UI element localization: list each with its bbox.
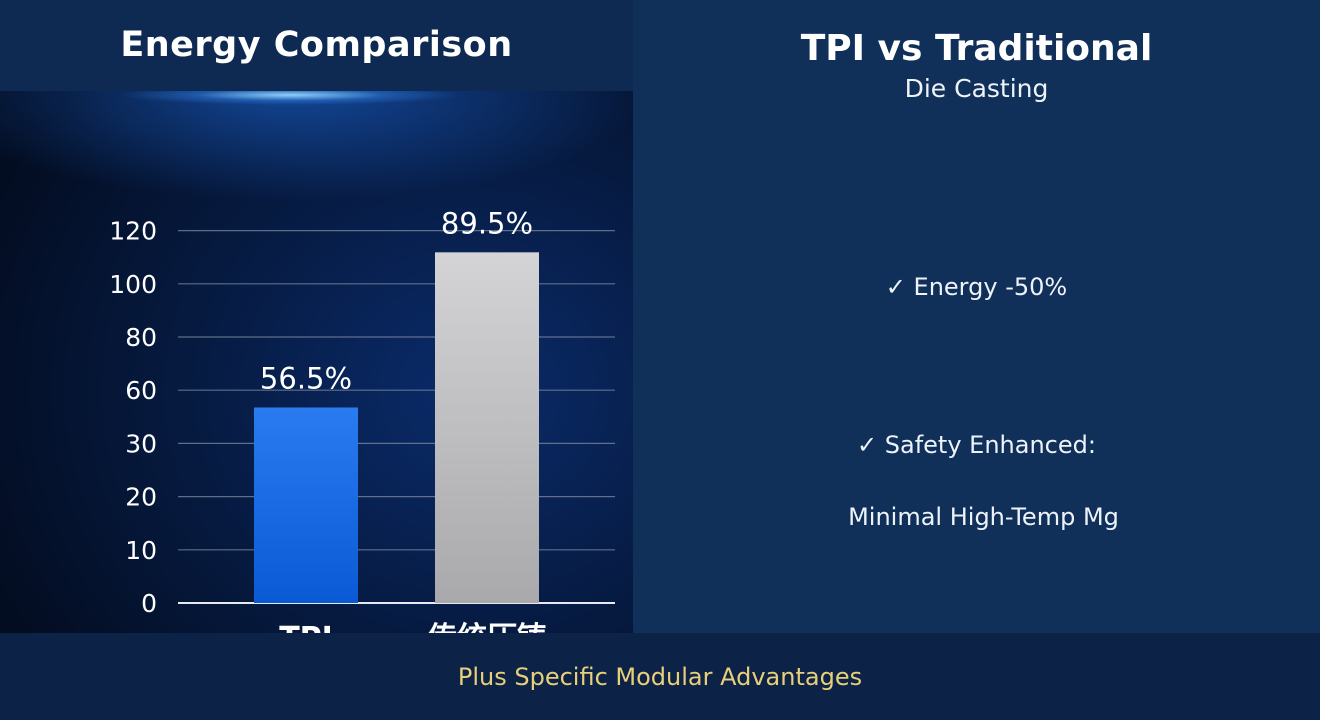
chart-title: Energy Comparison <box>120 24 513 65</box>
comparison-title: TPI vs Traditional <box>800 28 1153 69</box>
y-tick-label: 0 <box>141 589 157 618</box>
safety-detail: Minimal High-Temp Mg <box>848 503 1119 531</box>
x-category-label: TPI <box>279 621 333 633</box>
bar-traditional <box>435 252 539 603</box>
y-tick-label: 80 <box>125 323 157 352</box>
x-category-label: 传统压铸 <box>426 621 547 633</box>
energy-point: ✓ Energy -50% <box>885 273 1068 301</box>
comparison-subtitle: Die Casting <box>904 74 1049 103</box>
footer-banner: Plus Specific Modular Advantages <box>0 633 1320 720</box>
bar-chart: 0 10 20 30 60 80 100 120 56.5% TPI 89.5% 传统压铸 <box>109 206 615 633</box>
bar-tpi <box>254 407 358 603</box>
bar-data-label: 89.5% <box>441 206 533 240</box>
y-tick-label: 60 <box>125 376 157 405</box>
chart-header: Energy Comparison <box>0 0 633 91</box>
y-tick-label: 10 <box>125 536 157 565</box>
safety-point: ✓ Safety Enhanced: <box>857 431 1096 459</box>
y-tick-label: 20 <box>125 483 157 512</box>
footer-text: Plus Specific Modular Advantages <box>457 662 863 691</box>
bar-data-label: 56.5% <box>260 361 352 395</box>
y-tick-label: 120 <box>109 217 157 246</box>
y-tick-label: 100 <box>109 270 157 299</box>
y-tick-label: 30 <box>125 429 157 458</box>
bar-chart-panel: 0 10 20 30 60 80 100 120 56.5% TPI 89.5% 传统压铸 <box>0 91 633 633</box>
summary-panel: TPI vs Traditional Die Casting ✓ Energy … <box>633 0 1320 633</box>
